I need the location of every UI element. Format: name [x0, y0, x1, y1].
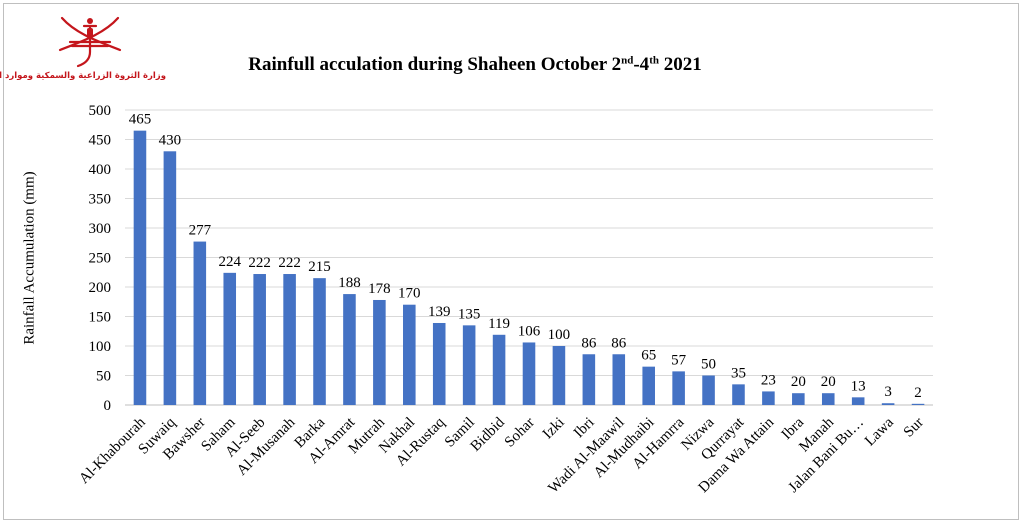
bar — [582, 354, 596, 405]
bar — [612, 354, 626, 405]
bar — [522, 342, 536, 405]
bar — [732, 384, 745, 405]
data-label: 119 — [488, 316, 510, 332]
bar — [851, 397, 865, 405]
data-label: 215 — [308, 259, 331, 275]
x-category-label: Izki — [540, 415, 568, 443]
data-label: 35 — [731, 365, 746, 381]
y-tick-label: 0 — [104, 398, 112, 414]
data-label: 2 — [914, 385, 922, 401]
bar — [911, 403, 925, 405]
bar — [193, 241, 207, 405]
bar — [313, 278, 326, 405]
y-tick-label: 400 — [89, 162, 112, 178]
y-tick-label: 150 — [89, 310, 112, 326]
data-label: 86 — [611, 335, 627, 351]
bar — [373, 299, 386, 405]
data-label: 13 — [851, 378, 866, 394]
chart-title: Rainfull acculation during Shaheen Octob… — [248, 54, 702, 75]
bar — [432, 322, 446, 405]
data-label: 57 — [671, 352, 687, 368]
data-label: 65 — [641, 348, 656, 364]
data-label: 222 — [248, 255, 271, 271]
ministry-logo: وزارة الثروة الزراعية والسمكية وموارد ال… — [0, 12, 166, 86]
bar — [462, 325, 476, 405]
data-label: 23 — [761, 372, 776, 388]
data-label: 3 — [884, 384, 892, 400]
y-tick-label: 50 — [96, 369, 111, 385]
data-label: 50 — [701, 357, 716, 373]
logo-text: وزارة الثروة الزراعية والسمكية وموارد ال… — [0, 71, 166, 81]
data-label: 430 — [159, 132, 182, 148]
bar — [642, 366, 655, 405]
bar — [792, 393, 805, 405]
data-label: 135 — [458, 306, 481, 322]
bar — [343, 294, 356, 405]
bar — [881, 403, 895, 405]
data-label: 86 — [581, 335, 597, 351]
x-category-label: Bidbid — [468, 414, 509, 455]
bar — [552, 346, 566, 405]
bar — [672, 371, 685, 405]
x-category-label: Al-Khabourah — [76, 414, 149, 487]
bar — [283, 274, 296, 405]
bar — [223, 272, 237, 405]
data-label: 224 — [218, 254, 241, 270]
bar — [163, 151, 177, 405]
bar — [821, 393, 835, 405]
x-category-label: Sur — [901, 415, 927, 441]
data-label: 170 — [398, 286, 421, 302]
y-tick-label: 500 — [89, 103, 112, 119]
data-label: 465 — [129, 112, 152, 128]
y-tick-label: 250 — [89, 251, 112, 267]
data-label: 222 — [278, 255, 301, 271]
bar — [492, 334, 506, 405]
data-label: 188 — [338, 275, 361, 291]
data-label: 178 — [368, 281, 391, 297]
x-category-label: Sohar — [502, 415, 538, 451]
data-label: 20 — [791, 374, 806, 390]
bar — [253, 274, 266, 405]
bar — [403, 304, 416, 405]
y-tick-label: 350 — [89, 192, 112, 208]
y-tick-label: 450 — [89, 133, 112, 149]
bar — [702, 375, 715, 405]
emblem-icon — [58, 16, 122, 68]
bar — [133, 130, 147, 405]
y-tick-label: 300 — [89, 221, 112, 237]
x-category-label: Lawa — [862, 414, 897, 449]
y-tick-label: 200 — [89, 280, 112, 296]
data-label: 100 — [548, 327, 571, 343]
bar — [762, 391, 775, 405]
data-label: 20 — [821, 374, 836, 390]
data-label: 106 — [518, 323, 541, 339]
data-label: 277 — [189, 223, 212, 239]
y-tick-label: 100 — [89, 339, 112, 355]
data-label: 139 — [428, 304, 451, 320]
